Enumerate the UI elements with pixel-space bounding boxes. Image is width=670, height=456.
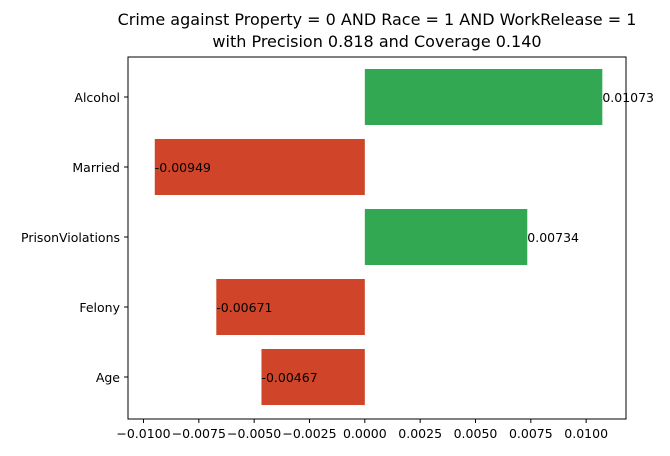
x-tick-label: 0.0050 [454, 426, 498, 441]
x-tick-label: −0.0100 [116, 426, 170, 441]
chart-subtitle: with Precision 0.818 and Coverage 0.140 [212, 32, 541, 51]
y-tick-label: Alcohol [74, 90, 120, 105]
bar-alcohol [364, 69, 603, 125]
plot-area: 0.01073 Alcohol -0.00949 Married 0.00734 Pris… [21, 56, 654, 441]
x-tick-label: 0.0025 [398, 426, 442, 441]
bar-married [154, 139, 365, 195]
x-tick-label: 0.0075 [509, 426, 553, 441]
bar-age [261, 349, 365, 405]
x-tick-label: −0.0075 [172, 426, 226, 441]
bar-value-label: -0.00467 [261, 370, 317, 385]
y-tick-label: Felony [79, 300, 120, 315]
chart-title: Crime against Property = 0 AND Race = 1 … [118, 10, 637, 29]
bar-felony [216, 279, 365, 335]
bar-value-label: 0.01073 [602, 90, 654, 105]
bar-value-label: -0.00949 [155, 160, 211, 175]
bar-value-label: 0.00734 [527, 230, 579, 245]
y-tick-label: Married [72, 160, 120, 175]
y-tick-label: PrisonViolations [21, 230, 120, 245]
x-tick-label: 0.0100 [564, 426, 608, 441]
x-tick-label: −0.0050 [227, 426, 281, 441]
bar-value-label: -0.00671 [216, 300, 272, 315]
bar-prisonviolations [364, 209, 528, 265]
x-tick-label: 0.0000 [343, 426, 387, 441]
x-tick-label: −0.0025 [282, 426, 336, 441]
axes-frame [127, 56, 627, 420]
y-tick-label: Age [96, 370, 120, 385]
